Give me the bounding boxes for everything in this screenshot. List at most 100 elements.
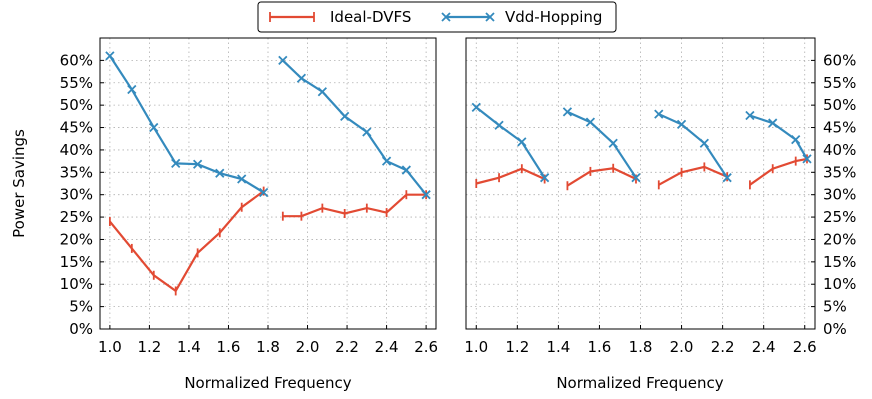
data-point [517, 137, 527, 147]
x-tick-label: 2.2 [711, 338, 735, 356]
x-tick-label: 2.4 [375, 338, 399, 356]
x-tick-label: 2.0 [296, 338, 320, 356]
x-tick-label: 1.0 [464, 338, 488, 356]
x-axis-label: Normalized Frequency [184, 374, 351, 392]
y-tick-label: 0% [69, 320, 93, 338]
y-tick-label: 40% [60, 141, 93, 159]
y-tick-label: 40% [823, 141, 856, 159]
y-tick-label: 55% [823, 74, 856, 92]
y-tick-label: 15% [60, 253, 93, 271]
series-line [282, 193, 427, 218]
series-line [658, 113, 729, 179]
data-point [149, 122, 159, 133]
series-line [108, 55, 265, 194]
right-panel: 1.0 1.2 1.4 1.6 1.8 2.0 2.2 2.4 2.6 0% 5% 10% 15% 20%… [464, 37, 856, 392]
y-tick-label: 35% [60, 163, 93, 181]
data-point [791, 134, 801, 145]
data-point [562, 107, 573, 117]
data-point [259, 187, 269, 198]
series-vdd-hopping [471, 102, 812, 183]
y-tick-label: 35% [823, 163, 856, 181]
series-line [475, 106, 546, 179]
data-point [381, 156, 392, 166]
series-ideal-dvfs [108, 186, 428, 296]
data-point [193, 159, 203, 169]
y-axis-label: Power Savings [10, 129, 28, 238]
data-point [401, 165, 411, 175]
series-line [109, 190, 265, 293]
y-tick-label: 60% [823, 51, 856, 69]
series-line [566, 110, 637, 179]
data-point [362, 127, 372, 137]
data-point [105, 51, 115, 61]
x-tick-label: 1.2 [505, 338, 529, 356]
x-tick-label: 1.0 [98, 338, 122, 356]
legend-marker-vdd-hopping [485, 12, 495, 22]
data-point [296, 73, 307, 83]
data-point [631, 173, 641, 183]
y-tick-label: 25% [823, 208, 856, 226]
x-axis-label: Normalized Frequency [556, 374, 723, 392]
x-tick-label: 2.6 [414, 338, 438, 356]
legend-marker-vdd-hopping [441, 12, 451, 22]
y-tick-label: 55% [60, 74, 93, 92]
y-tick-label: 5% [823, 298, 847, 316]
data-point [171, 158, 181, 168]
data-point [745, 110, 755, 121]
series-ideal-dvfs [475, 154, 808, 191]
y-tick-label: 20% [823, 230, 856, 248]
data-point [585, 117, 596, 127]
x-tick-label: 2.4 [752, 338, 776, 356]
data-point [317, 87, 327, 97]
data-point [676, 119, 687, 130]
legend: Ideal-DVFS Vdd-Hopping [257, 1, 617, 33]
data-point [722, 173, 732, 183]
data-point [340, 111, 350, 121]
series-vdd-hopping [105, 51, 431, 200]
y-tick-label: 20% [60, 230, 93, 248]
data-point [278, 55, 288, 66]
x-tick-label: 1.6 [588, 338, 612, 356]
y-tick-label: 25% [60, 208, 93, 226]
y-tick-label: 10% [823, 275, 856, 293]
data-point [608, 138, 618, 148]
y-tick-label: 45% [823, 119, 856, 137]
legend-label-ideal-dvfs: Ideal-DVFS [330, 8, 411, 26]
x-tick-label: 1.4 [546, 338, 570, 356]
series-line [566, 167, 637, 187]
series-line [749, 157, 808, 186]
y-tick-label: 50% [823, 96, 856, 114]
legend-label-vdd-hopping: Vdd-Hopping [505, 8, 602, 26]
y-tick-label: 0% [823, 320, 847, 338]
series-line [749, 114, 808, 160]
y-tick-label: 30% [823, 186, 856, 204]
x-tick-label: 1.4 [177, 338, 201, 356]
data-point [802, 154, 812, 164]
y-tick-label: 10% [60, 275, 93, 293]
data-point [654, 109, 664, 119]
data-point [768, 118, 778, 128]
data-point [421, 190, 431, 200]
y-tick-label: 50% [60, 96, 93, 114]
data-point [215, 168, 225, 178]
y-tick-label: 30% [60, 186, 93, 204]
series-line [658, 165, 728, 186]
y-tick-label: 45% [60, 119, 93, 137]
x-tick-label: 2.2 [335, 338, 359, 356]
y-tick-label: 60% [60, 51, 93, 69]
x-tick-label: 1.8 [256, 338, 280, 356]
x-tick-label: 1.6 [217, 338, 241, 356]
x-tick-label: 1.2 [137, 338, 161, 356]
series-line [476, 167, 546, 185]
data-point [699, 138, 709, 148]
left-panel: 1.0 1.2 1.4 1.6 1.8 2.0 2.2 2.4 2.6 0% 5% 10% 15% 20%… [10, 37, 438, 392]
data-point [471, 102, 481, 113]
x-tick-label: 2.0 [670, 338, 694, 356]
y-tick-label: 15% [823, 253, 856, 271]
x-tick-label: 1.8 [629, 338, 653, 356]
data-point [494, 120, 504, 130]
data-point [539, 173, 550, 183]
y-tick-label: 5% [69, 298, 93, 316]
legend-box [257, 1, 617, 33]
